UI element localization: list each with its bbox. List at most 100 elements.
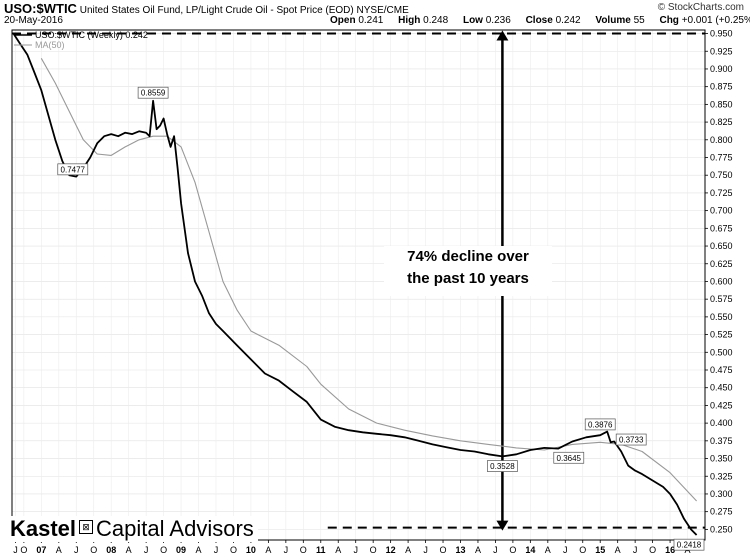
open-value: 0.241 (358, 15, 384, 26)
x-tick-label: O (230, 545, 237, 555)
low-label: Low (462, 15, 483, 26)
data-point-label-text: 0.3876 (588, 420, 613, 429)
y-tick-label: 0.600 (710, 276, 733, 286)
plot-frame (11, 29, 706, 541)
high-label: High (398, 15, 421, 26)
y-tick-label: 0.850 (710, 99, 733, 109)
x-tick-label: J (563, 545, 568, 555)
annotation-line-2: the past 10 years (407, 270, 529, 287)
x-tick-label: J (214, 545, 219, 555)
x-tick-label: 09 (176, 545, 186, 555)
legend-price-label: USO:$WTIC (Weekly) 0.242 (35, 30, 148, 40)
price-line (12, 33, 698, 536)
close-label: Close (525, 15, 553, 26)
ohlc-readout: Open 0.241 High 0.248 Low 0.236 Close 0.… (330, 15, 750, 26)
y-tick-label: 0.825 (710, 117, 733, 127)
y-tick-label: 0.450 (710, 383, 733, 393)
decline-annotation: 74% decline over the past 10 years (384, 246, 552, 296)
x-tick-label: O (649, 545, 656, 555)
data-point-label-box (584, 418, 616, 431)
logo-icon: ⊠ (79, 520, 94, 534)
volume-label: Volume (595, 15, 631, 26)
data-point-label-text: 0.7477 (61, 165, 86, 174)
x-tick-label: O (370, 545, 377, 555)
close-value: 0.242 (555, 15, 581, 26)
x-tick-label: A (265, 545, 271, 555)
y-tick-label: 0.550 (710, 312, 733, 322)
y-tick-label: 0.575 (710, 294, 733, 304)
data-point-label-box (615, 433, 647, 446)
x-tick-label: 10 (246, 545, 256, 555)
y-tick-label: 0.775 (710, 153, 733, 163)
data-point-label: 0.3733 (615, 433, 647, 446)
chg-label: Chg (659, 15, 679, 26)
x-tick-label: 13 (455, 545, 465, 555)
y-tick-label: 0.700 (710, 206, 733, 216)
x-tick-label: 15 (595, 545, 605, 555)
x-tick-label: J (284, 545, 289, 555)
x-tick-label: J (423, 545, 428, 555)
legend-ma-label: MA(50) (35, 40, 65, 50)
data-point-label-box (673, 538, 705, 551)
x-tick-label: O (90, 545, 97, 555)
x-tick-label: J (353, 545, 358, 555)
y-tick-label: 0.400 (710, 418, 733, 428)
chart-header: USO:$WTIC United States Oil Fund, LP/Lig… (0, 0, 750, 28)
x-tick-label: 16 (665, 545, 675, 555)
x-tick-label: J (74, 545, 79, 555)
data-point-label-box (487, 460, 518, 472)
y-tick-label: 0.875 (710, 82, 733, 92)
annotation-line-1: 74% decline over (407, 248, 529, 265)
logo-brand: Kastel (10, 516, 77, 541)
data-point-label-text: 0.3645 (557, 454, 582, 463)
exchange-name: NYSE/CME (356, 5, 409, 16)
data-point-label-text: 0.3733 (619, 436, 644, 445)
x-tick-label: 08 (106, 545, 116, 555)
data-point-label-box (57, 163, 89, 176)
y-tick-label: 0.375 (710, 436, 733, 446)
high-value: 0.248 (423, 15, 449, 26)
open-label: Open (330, 15, 356, 26)
data-point-label-text: 0.8559 (141, 89, 166, 98)
y-tick-label: 0.500 (710, 347, 733, 357)
data-point-label-text: 0.3528 (490, 462, 515, 471)
x-tick-label: O (509, 545, 516, 555)
y-tick-label: 0.300 (710, 489, 733, 499)
data-point-label: 0.3528 (487, 460, 518, 472)
x-tick-label: 14 (525, 545, 535, 555)
y-tick-label: 0.750 (710, 170, 733, 180)
y-tick-label: 0.425 (710, 400, 733, 410)
y-tick-label: 0.675 (710, 223, 733, 233)
ticker-symbol: USO:$WTIC (4, 1, 77, 16)
x-tick-label: A (545, 545, 551, 555)
data-point-label: 0.3645 (553, 451, 585, 464)
y-tick-label: 0.725 (710, 188, 733, 198)
volume-value: 55 (633, 15, 645, 26)
x-tick-label: A (615, 545, 621, 555)
y-tick-label: 0.275 (710, 507, 733, 517)
y-tick-label: 0.925 (710, 46, 733, 56)
x-tick-label: O (300, 545, 307, 555)
data-point-label: 0.2418 (673, 538, 705, 551)
y-tick-label: 0.650 (710, 241, 733, 251)
logo-tagline: Capital Advisors (96, 516, 254, 541)
source-credit: © StockCharts.com (657, 2, 744, 13)
x-tick-label: O (579, 545, 586, 555)
x-tick-label: 07 (36, 545, 46, 555)
data-point-label: 0.8559 (137, 86, 169, 99)
y-tick-label: 0.250 (710, 524, 733, 534)
y-tick-label: 0.325 (710, 471, 733, 481)
low-value: 0.236 (485, 15, 511, 26)
x-tick-label: O (20, 545, 27, 555)
data-point-label: 0.3876 (584, 418, 616, 431)
x-tick-label: A (196, 545, 202, 555)
x-tick-label: O (160, 545, 167, 555)
y-tick-label: 0.525 (710, 330, 733, 340)
y-tick-label: 0.350 (710, 454, 733, 464)
data-point-label: 0.7477 (57, 163, 89, 176)
chart-date: 20-May-2016 (4, 15, 63, 26)
x-tick-label: J (493, 545, 498, 555)
y-tick-label: 0.800 (710, 135, 733, 145)
kastel-logo: Kastel ⊠ Capital Advisors (6, 516, 258, 542)
